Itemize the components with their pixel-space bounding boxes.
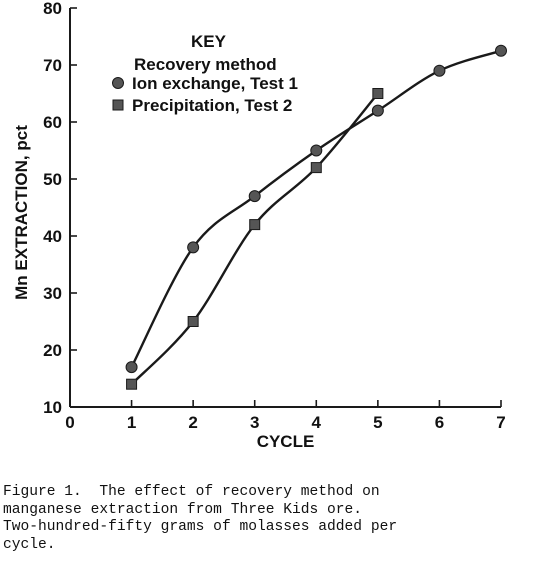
- series-1: [125, 44, 507, 374]
- x-tick-label: 3: [250, 413, 259, 432]
- data-point-square: [372, 88, 384, 99]
- y-tick-label: 40: [43, 227, 62, 246]
- y-tick-label: 60: [43, 113, 62, 132]
- caption-line: Figure 1. The effect of recovery method …: [3, 484, 380, 500]
- x-tick-labels: 0 1 2 3 4 5 6 7: [65, 413, 505, 432]
- legend-marker-circle: [112, 77, 124, 89]
- data-point-circle: [125, 361, 138, 374]
- series-layer: [125, 44, 507, 390]
- y-tick-label: 10: [43, 398, 62, 417]
- data-point-square: [249, 219, 261, 231]
- x-tick-label: 7: [496, 413, 505, 432]
- legend-subtitle: Recovery method: [134, 55, 277, 74]
- series-2: [126, 88, 384, 390]
- data-point-circle: [433, 64, 446, 77]
- y-tick-label: 80: [43, 0, 62, 18]
- caption-line: manganese extraction from Three Kids ore…: [3, 501, 363, 518]
- x-axis-title: CYCLE: [257, 432, 315, 451]
- legend-items: Ion exchange, Test 1 Precipitation, Test …: [112, 74, 298, 115]
- y-tick-label: 70: [43, 56, 62, 75]
- y-tick-label: 20: [43, 341, 62, 360]
- y-tick-label: 30: [43, 284, 62, 303]
- data-point-circle: [310, 144, 323, 157]
- x-tick-label: 6: [435, 413, 444, 432]
- legend-marker-square: [112, 99, 124, 111]
- legend-item: Ion exchange, Test 1: [112, 74, 298, 93]
- data-point-circle: [248, 190, 261, 203]
- legend-item-label: Ion exchange, Test 1: [132, 74, 298, 93]
- x-tick-label: 5: [373, 413, 382, 432]
- legend-item: Precipitation, Test 2: [112, 96, 292, 115]
- data-point-circle: [187, 241, 200, 254]
- x-tick-label: 2: [188, 413, 197, 432]
- data-point-circle: [371, 104, 384, 117]
- y-tick-labels: 10 20 30 40 50 60 70 80: [43, 0, 62, 417]
- axes: [69, 7, 502, 408]
- chart: 0 1 2 3 4 5 6 7 10 20 30 40 50 60 70 80 CYCLE Mn EXTRA…: [12, 0, 507, 451]
- x-tick-label: 0: [65, 413, 74, 432]
- data-point-circle: [495, 44, 507, 57]
- data-point-square: [187, 316, 199, 327]
- legend: KEY Recovery method Ion exchange, Test 1…: [112, 32, 298, 115]
- y-tick-label: 50: [43, 170, 62, 189]
- x-tick-label: 4: [312, 413, 322, 432]
- data-point-square: [310, 162, 322, 174]
- y-axis-title: Mn EXTRACTION, pct: [12, 125, 31, 300]
- series-line: [130, 92, 379, 386]
- caption-line: cycle.: [3, 536, 56, 553]
- legend-title: KEY: [191, 32, 227, 51]
- figure-caption: Figure 1. The effect of recovery method …: [3, 484, 543, 554]
- data-point-square: [126, 378, 138, 390]
- x-tick-label: 1: [127, 413, 136, 432]
- legend-item-label: Precipitation, Test 2: [132, 96, 292, 115]
- caption-line: Two-hundred-fifty grams of molasses adde…: [3, 519, 398, 535]
